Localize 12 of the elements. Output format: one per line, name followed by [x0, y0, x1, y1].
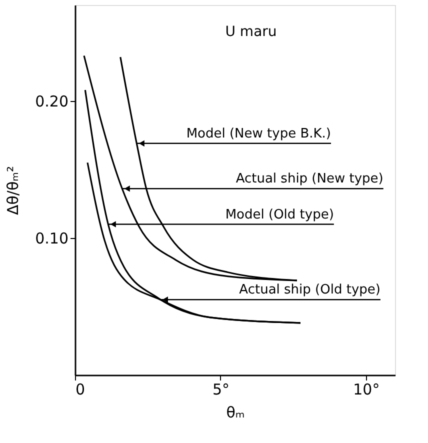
text: U maru: [225, 24, 277, 40]
text: Model (Old type): [225, 207, 334, 222]
x-tick-label: 5°: [212, 380, 230, 398]
x-tick-label: 10°: [353, 380, 380, 398]
y-tick-label: 0.10: [35, 229, 68, 248]
text: Model (New type B.K.): [186, 126, 331, 142]
y-axis-title: Δθ/θₘ²: [4, 166, 22, 216]
text: Actual ship (New type): [236, 172, 384, 187]
x-tick-label: 0: [76, 380, 86, 398]
series-label: Actual ship (Old type): [239, 282, 380, 298]
y-tick-label: 0.20: [35, 92, 68, 110]
x-axis-title: θₘ: [226, 404, 245, 422]
